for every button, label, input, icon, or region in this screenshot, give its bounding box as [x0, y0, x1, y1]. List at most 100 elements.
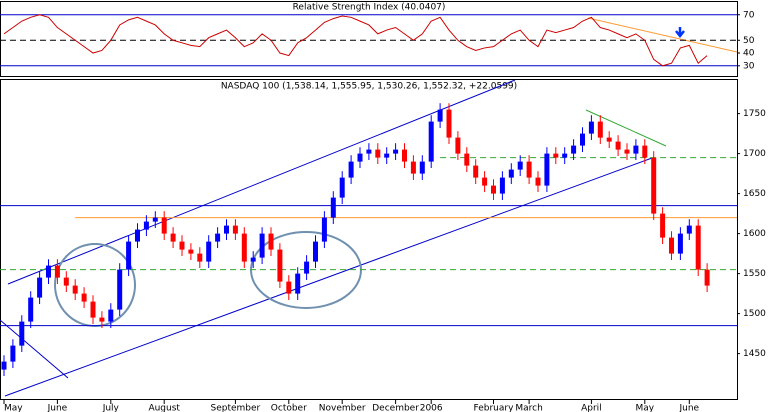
candle-body	[384, 153, 390, 158]
candle-body	[633, 145, 639, 154]
candle-body	[571, 145, 577, 154]
arrow	[675, 27, 685, 39]
y-tick-label: 1550	[743, 269, 766, 279]
candle-body	[375, 149, 381, 158]
candle-body	[170, 233, 176, 242]
candle-body	[197, 253, 203, 262]
y-tick-label: 1750	[743, 109, 766, 119]
candle-body	[286, 281, 292, 294]
candle-body	[295, 273, 301, 294]
x-tick-label: July	[102, 404, 120, 412]
x-tick-label: February	[474, 404, 515, 412]
candle-body	[90, 301, 96, 318]
candle-body	[544, 153, 550, 186]
candle-body	[99, 317, 105, 322]
candle-body	[526, 161, 532, 178]
candle-body	[179, 241, 185, 250]
candle-body	[143, 221, 149, 230]
y-tick-label: 30	[743, 61, 755, 71]
candle-body	[695, 225, 701, 270]
candle-body	[232, 225, 238, 234]
candle-body	[46, 265, 51, 278]
candle-body	[410, 161, 416, 174]
y-tick-label: 1600	[743, 229, 766, 239]
candle-body	[642, 145, 648, 158]
candle-body	[10, 345, 16, 362]
candle-body	[588, 121, 594, 134]
candle-body	[1, 361, 7, 370]
candle-body	[54, 265, 60, 278]
candle-body	[597, 121, 603, 138]
rsi-line	[3, 14, 708, 67]
candle-body	[348, 161, 354, 178]
candle-body	[215, 233, 221, 242]
candle-body	[241, 233, 247, 262]
candle-body	[357, 153, 363, 162]
candle-body	[669, 237, 674, 254]
x-tick-label: June	[47, 404, 68, 412]
x-tick-label: May	[635, 404, 654, 412]
candle-body	[651, 157, 657, 214]
candle-body	[72, 285, 78, 294]
candle-body	[259, 233, 265, 258]
price-frame	[0, 79, 738, 400]
candle-body	[393, 149, 399, 154]
rsi-frame	[0, 1, 738, 77]
candle-body	[686, 225, 692, 234]
candle-body	[535, 177, 541, 186]
candle-body	[624, 149, 630, 154]
candle-body	[321, 217, 327, 242]
price-title: NASDAQ 100 (1,538.14, 1,555.95, 1,530.26…	[221, 82, 517, 92]
candle-body	[117, 269, 123, 310]
candle-body	[161, 217, 167, 234]
candle-body	[491, 185, 496, 194]
channel-lower	[4, 157, 653, 397]
candle-body	[81, 293, 87, 302]
trendline	[585, 109, 667, 147]
candle-body	[446, 109, 452, 138]
candle-body	[188, 249, 194, 254]
candle-body	[277, 249, 283, 282]
candle-body	[499, 177, 505, 194]
candle-body	[419, 161, 425, 174]
candle-body	[660, 213, 666, 238]
candle-body	[517, 161, 523, 170]
candle-body	[313, 241, 318, 262]
candle-body	[473, 165, 479, 178]
candle-body	[508, 169, 514, 178]
x-tick-label: August	[148, 404, 180, 412]
candle-body	[108, 309, 114, 322]
candle-body	[63, 277, 69, 286]
candle-body	[37, 277, 43, 298]
candle-body	[152, 217, 158, 222]
y-tick-label: 50	[743, 36, 755, 46]
candle-body	[615, 141, 621, 150]
candle-body	[268, 233, 274, 250]
candle-body	[330, 197, 336, 218]
candle-body	[304, 261, 310, 274]
x-tick-label: May	[4, 404, 23, 412]
y-tick-label: 70	[743, 10, 755, 20]
candle-body	[704, 269, 710, 286]
candle-body	[437, 109, 443, 122]
candle-body	[606, 137, 612, 142]
x-tick-label: April	[581, 404, 602, 412]
candle-body	[562, 153, 568, 158]
channel-upper	[7, 79, 516, 285]
x-tick-label: October	[271, 404, 307, 412]
y-tick-label: 1450	[743, 349, 766, 359]
x-tick-label: June	[678, 404, 699, 412]
candle-body	[19, 321, 25, 346]
x-tick-label: September	[211, 404, 261, 412]
candle-body	[339, 177, 345, 198]
candle-body	[28, 297, 34, 322]
candle-body	[677, 233, 683, 254]
y-tick-label: 1650	[743, 189, 766, 199]
candle-body	[135, 229, 140, 242]
y-tick-label: 1500	[743, 309, 766, 319]
candle-body	[464, 153, 470, 166]
candle-body	[366, 149, 372, 154]
x-tick-label: December	[372, 404, 419, 412]
x-tick-label: 2006	[420, 404, 443, 412]
